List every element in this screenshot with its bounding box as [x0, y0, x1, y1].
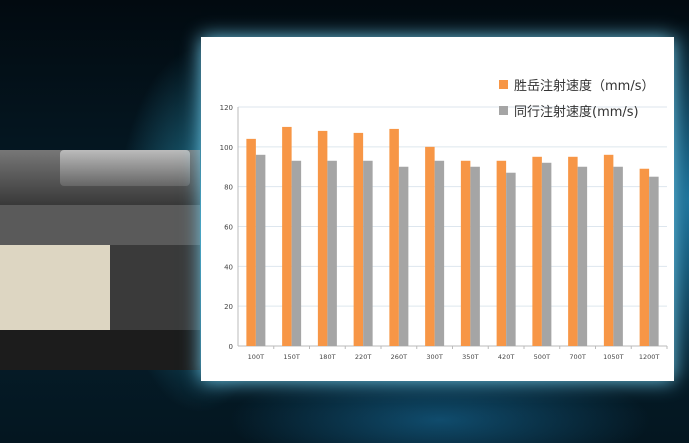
- bar-shengyue-700T: [568, 156, 578, 346]
- bar-peer-300T: [434, 160, 445, 346]
- bar-shengyue-500T: [532, 156, 542, 346]
- bar-shengyue-350T: [460, 160, 471, 346]
- x-tick-label: 350T: [462, 353, 478, 361]
- y-tick-label: 60: [224, 224, 233, 232]
- bar-peer-180T: [327, 160, 337, 346]
- bar-shengyue-420T: [496, 160, 507, 346]
- x-tick-label: 1050T: [603, 353, 624, 361]
- x-tick-label: 260T: [391, 353, 407, 361]
- bar-shengyue-180T: [317, 130, 328, 346]
- y-tick-label: 40: [224, 263, 233, 271]
- x-tick-label: 700T: [569, 353, 585, 361]
- bar-peer-260T: [398, 166, 409, 346]
- legend-item-shengyue: 胜岳注射速度（mm/s）: [499, 75, 654, 94]
- x-tick-label: 300T: [426, 353, 442, 361]
- y-tick-label: 20: [224, 303, 233, 311]
- y-tick-label: 0: [229, 343, 233, 351]
- x-tick-label: 1200T: [639, 353, 660, 361]
- y-tick-label: 100: [220, 144, 233, 152]
- bar-peer-100T: [255, 154, 266, 346]
- bar-shengyue-260T: [389, 128, 399, 346]
- x-tick-label: 220T: [355, 353, 371, 361]
- bar-peer-420T: [506, 172, 516, 346]
- legend-label: 胜岳注射速度（mm/s）: [514, 79, 655, 94]
- x-tick-label: 100T: [248, 353, 264, 361]
- x-tick-label: 180T: [319, 353, 335, 361]
- legend-label: 同行注射速度(mm/s): [514, 105, 639, 120]
- bar-shengyue-300T: [425, 146, 435, 346]
- bar-peer-500T: [541, 162, 552, 346]
- legend-item-peer: 同行注射速度(mm/s): [499, 101, 639, 120]
- y-tick-label: 80: [224, 184, 233, 192]
- bar-peer-1050T: [613, 166, 623, 346]
- bar-shengyue-1050T: [603, 154, 614, 346]
- bar-peer-150T: [291, 160, 302, 346]
- bar-shengyue-1200T: [639, 168, 650, 346]
- x-tick-label: 420T: [498, 353, 514, 361]
- bar-shengyue-100T: [246, 138, 256, 346]
- legend-swatch: [499, 106, 508, 115]
- bar-shengyue-220T: [353, 132, 364, 346]
- bar-peer-700T: [577, 166, 588, 346]
- bar-peer-220T: [363, 160, 373, 346]
- x-tick-label: 150T: [283, 353, 299, 361]
- bar-peer-1200T: [649, 176, 659, 346]
- bar-shengyue-150T: [282, 126, 292, 347]
- legend-swatch: [499, 80, 508, 89]
- bar-peer-350T: [470, 166, 480, 346]
- y-tick-label: 120: [220, 104, 233, 112]
- x-tick-label: 500T: [534, 353, 550, 361]
